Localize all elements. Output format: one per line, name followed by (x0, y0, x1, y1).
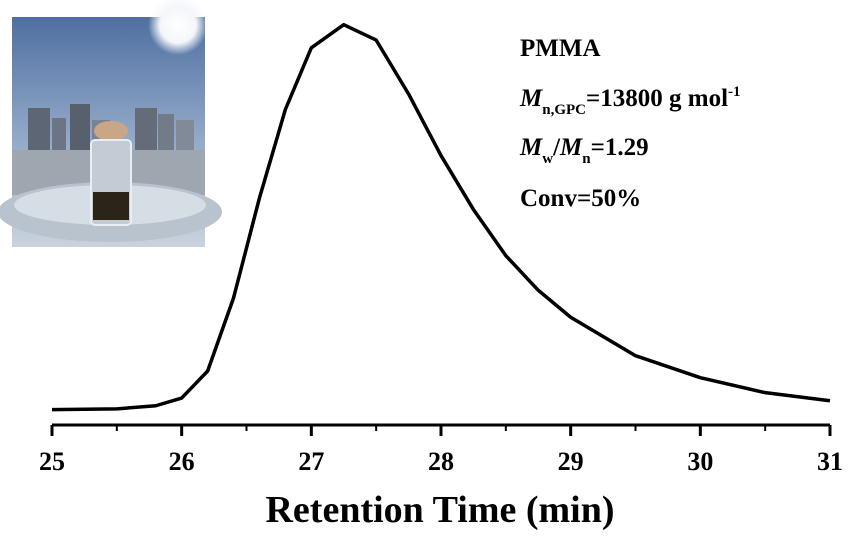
x-tick-label: 29 (558, 447, 584, 476)
subscript: w (542, 151, 553, 167)
annotation-polymer: PMMA (520, 35, 601, 62)
x-tick-label: 26 (169, 447, 195, 476)
annotation-conversion: Conv=50% (520, 185, 641, 212)
subscript: n (582, 151, 591, 167)
x-tick-label: 31 (817, 447, 843, 476)
superscript: -1 (728, 84, 741, 100)
annotations: PMMA Mn,GPC=13800 g mol-1 Mw/Mn=1.29 Con… (519, 35, 741, 212)
photo-inset (0, 0, 222, 247)
x-tick-label: 30 (687, 447, 713, 476)
x-tick-label: 28 (428, 447, 454, 476)
annotation-dispersity: Mw/Mn=1.29 (519, 134, 649, 167)
x-tick-label: 27 (298, 447, 324, 476)
text: =1.29 (591, 134, 649, 161)
text: =13800 g mol (586, 85, 728, 112)
annotation-mn: Mn,GPC=13800 g mol-1 (519, 84, 741, 118)
subscript: n,GPC (542, 102, 586, 118)
plot-area: 25 26 27 28 29 30 31 (39, 22, 843, 476)
symbol: M (559, 134, 583, 161)
x-axis-label: Retention Time (min) (265, 489, 614, 531)
symbol: M (519, 85, 543, 112)
data-line (51, 22, 831, 412)
slash: / (552, 134, 561, 161)
symbol: M (519, 134, 543, 161)
x-tick-label: 25 (39, 447, 65, 476)
